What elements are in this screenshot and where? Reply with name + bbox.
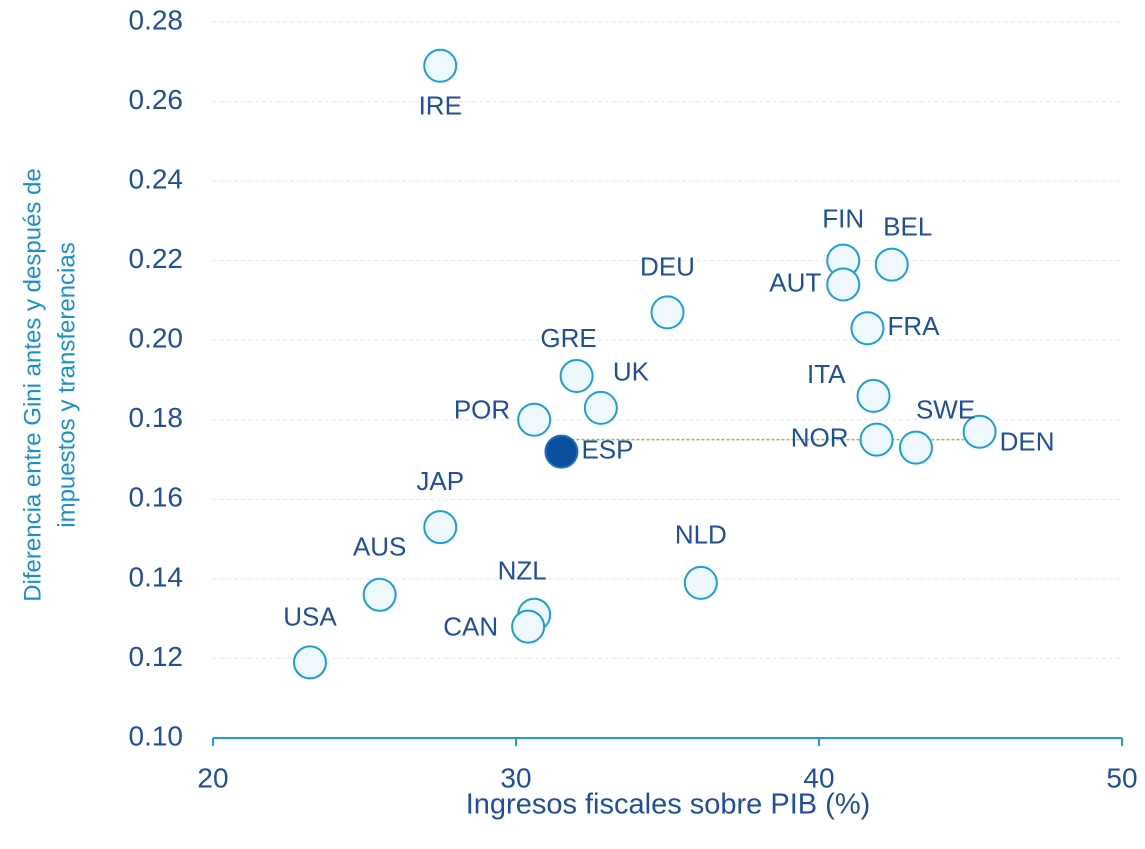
- y-tick-label: 0.26: [129, 84, 184, 115]
- y-tick-label: 0.20: [129, 323, 184, 354]
- point-label: ITA: [807, 359, 846, 389]
- point: [859, 422, 894, 457]
- point: [650, 295, 685, 330]
- point: [517, 402, 552, 437]
- point-label: JAP: [416, 466, 464, 496]
- x-tick-label: 50: [1106, 762, 1137, 793]
- point-label: NZL: [498, 556, 547, 586]
- y-tick-label: 0.22: [129, 243, 184, 274]
- point: [559, 359, 594, 394]
- point: [583, 390, 618, 425]
- point: [511, 609, 546, 644]
- point-label: AUS: [353, 532, 406, 562]
- point: [362, 577, 397, 612]
- point-label: FRA: [887, 311, 940, 341]
- point: [683, 565, 718, 600]
- point-label: POR: [454, 395, 510, 425]
- point-label: FIN: [822, 204, 864, 234]
- point-label: IRE: [419, 91, 462, 121]
- point: [874, 247, 909, 282]
- point-label: UK: [613, 357, 650, 387]
- point-label: NLD: [675, 520, 727, 550]
- point-label: ESP: [581, 434, 633, 464]
- y-tick-label: 0.14: [129, 561, 184, 592]
- x-tick-label: 40: [803, 762, 834, 793]
- y-tick-label: 0.10: [129, 720, 184, 751]
- point-label: SWE: [916, 394, 975, 424]
- point: [292, 645, 327, 680]
- point: [423, 48, 458, 83]
- point: [856, 378, 891, 413]
- y-tick-label: 0.12: [129, 641, 184, 672]
- point-label: CAN: [443, 611, 498, 641]
- y-axis-label: impuestos y transferencias: [53, 242, 80, 527]
- x-tick-label: 20: [197, 762, 228, 793]
- point: [898, 430, 933, 465]
- x-axis-label: Ingresos fiscales sobre PIB (%): [466, 789, 871, 821]
- point: [423, 510, 458, 545]
- point-label: NOR: [791, 423, 849, 453]
- y-tick-label: 0.28: [129, 4, 184, 35]
- point: [962, 414, 997, 449]
- y-axis-label: Diferencia entre Gini antes y después de: [19, 168, 46, 602]
- point-label: GRE: [540, 323, 596, 353]
- x-tick-label: 30: [500, 762, 531, 793]
- y-tick-label: 0.18: [129, 402, 184, 433]
- point-label: USA: [283, 601, 337, 631]
- point-label: BEL: [883, 212, 932, 242]
- point: [544, 434, 579, 469]
- y-tick-label: 0.16: [129, 482, 184, 513]
- point-label: AUT: [769, 267, 821, 297]
- point-label: DEU: [640, 251, 695, 281]
- point-label: DEN: [1000, 427, 1055, 457]
- point: [850, 311, 885, 346]
- point: [826, 267, 861, 302]
- y-tick-label: 0.24: [129, 164, 184, 195]
